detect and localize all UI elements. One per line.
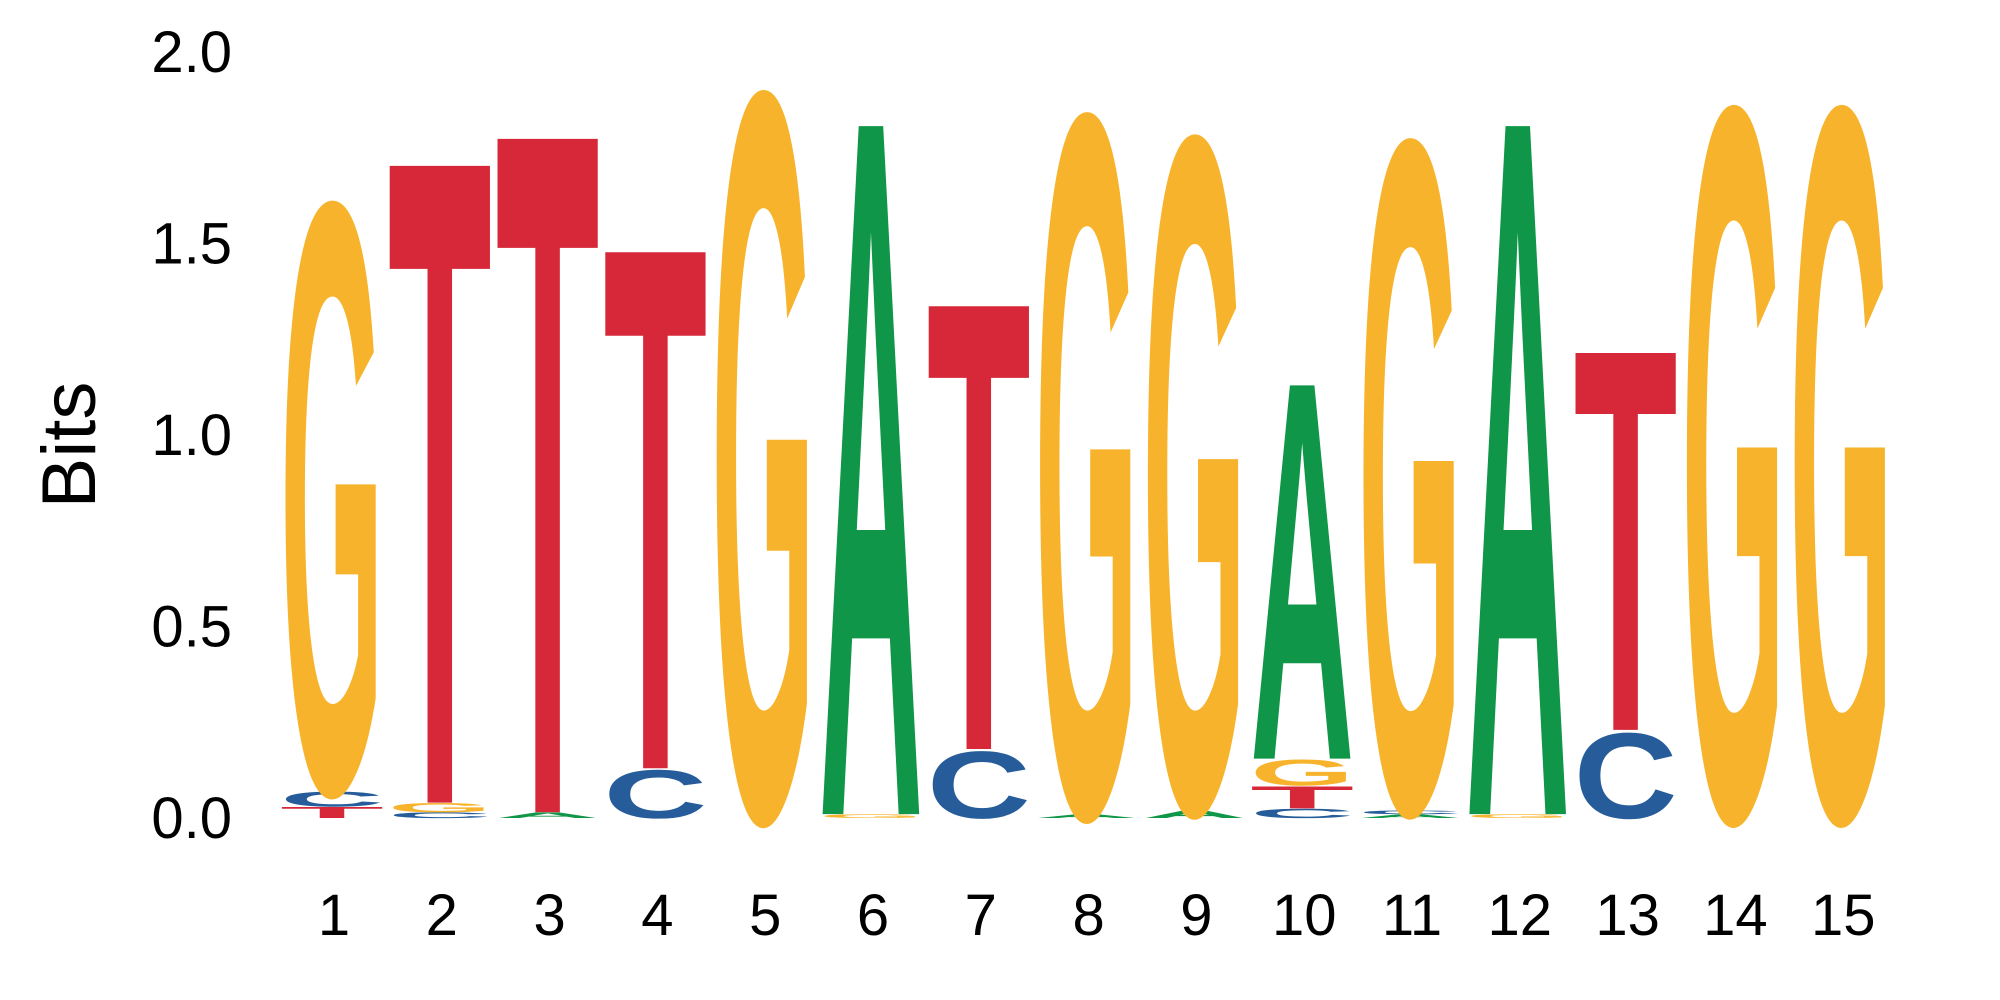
y-tick-label: 0.5	[151, 595, 232, 660]
y-tick-label: 1.0	[151, 403, 232, 468]
logo-letter-A: A	[819, 0, 923, 1000]
logo-letter-A: A	[1035, 813, 1139, 819]
logo-letter-A: A	[496, 811, 600, 820]
logo-column-6: GA	[819, 0, 923, 1000]
logo-letter-T: T	[1250, 779, 1354, 815]
logo-letter-G: G	[1250, 752, 1354, 794]
logo-letter-T: T	[603, 91, 707, 928]
logo-column-11: ACG	[1358, 0, 1462, 1000]
y-tick-label: 0.0	[151, 786, 232, 851]
logo-letter-A: A	[1466, 0, 1570, 1000]
x-tick-label: 12	[1488, 883, 1553, 948]
logo-letter-T: T	[388, 0, 492, 1000]
logo-letter-G: G	[388, 800, 492, 815]
logo-letter-G: G	[1035, 0, 1139, 1000]
logo-letter-G: G	[1681, 0, 1785, 1000]
x-axis: 1 2 3 4 5 6 7 8 9 10 11 12 13 14 15	[318, 883, 1876, 948]
logo-column-3: AT	[496, 0, 600, 1000]
logo-letter-G: G	[1789, 0, 1893, 1000]
logo-letter-A: A	[1142, 808, 1246, 820]
logo-letter-C: C	[388, 811, 492, 820]
logo-column-1: TCG	[280, 27, 384, 971]
y-axis-title: Bits	[27, 382, 112, 509]
logo-column-13: CT	[1574, 234, 1678, 846]
logo-letter-G: G	[1142, 0, 1246, 1000]
logo-letter-T: T	[1574, 234, 1678, 846]
x-tick-label: 9	[1180, 883, 1212, 948]
logo-letter-G: G	[280, 27, 384, 971]
logo-column-15: G	[1789, 0, 1893, 1000]
logo-letter-A: A	[1250, 269, 1354, 875]
logo-letter-G: G	[711, 0, 815, 1000]
logo-letter-G: G	[1466, 813, 1570, 819]
y-tick-label: 2.0	[151, 20, 232, 85]
x-tick-label: 8	[1072, 883, 1104, 948]
logo-letter-C: C	[603, 756, 707, 833]
logo-column-14: G	[1681, 0, 1785, 1000]
x-tick-label: 14	[1703, 883, 1768, 948]
y-tick-label: 1.5	[151, 212, 232, 277]
logo-letter-C: C	[1358, 809, 1462, 815]
logo-letter-C: C	[1250, 806, 1354, 821]
logo-column-8: AG	[1035, 0, 1139, 1000]
logo-letter-C: C	[927, 731, 1031, 838]
y-axis: 0.0 0.5 1.0 1.5 2.0	[151, 20, 232, 851]
x-tick-label: 1	[318, 883, 350, 948]
logo-column-7: CT	[927, 167, 1031, 886]
x-tick-label: 6	[857, 883, 889, 948]
x-tick-label: 7	[965, 883, 997, 948]
logo-letter-T: T	[927, 167, 1031, 886]
x-tick-label: 4	[641, 883, 673, 948]
x-tick-label: 15	[1811, 883, 1876, 948]
logo-column-5: G	[711, 0, 815, 1000]
logo-letter-C: C	[1574, 708, 1678, 844]
logo-column-2: CGT	[388, 0, 492, 1000]
logo-column-9: AG	[1142, 0, 1246, 1000]
x-tick-label: 2	[426, 883, 458, 948]
logo-letter-G: G	[1358, 0, 1462, 1000]
x-tick-label: 5	[749, 883, 781, 948]
logo-letter-G: G	[819, 813, 923, 819]
logo-letter-T: T	[280, 804, 384, 822]
logo-column-4: CT	[603, 91, 707, 928]
logo-column-12: GA	[1466, 0, 1570, 1000]
logo-letter-T: T	[496, 0, 600, 1000]
logo-letter-A: A	[1358, 813, 1462, 819]
x-tick-label: 13	[1595, 883, 1660, 948]
x-tick-label: 10	[1272, 883, 1337, 948]
x-tick-label: 11	[1382, 883, 1442, 948]
logo-letter-C: C	[280, 787, 384, 811]
x-tick-label: 3	[533, 883, 565, 948]
